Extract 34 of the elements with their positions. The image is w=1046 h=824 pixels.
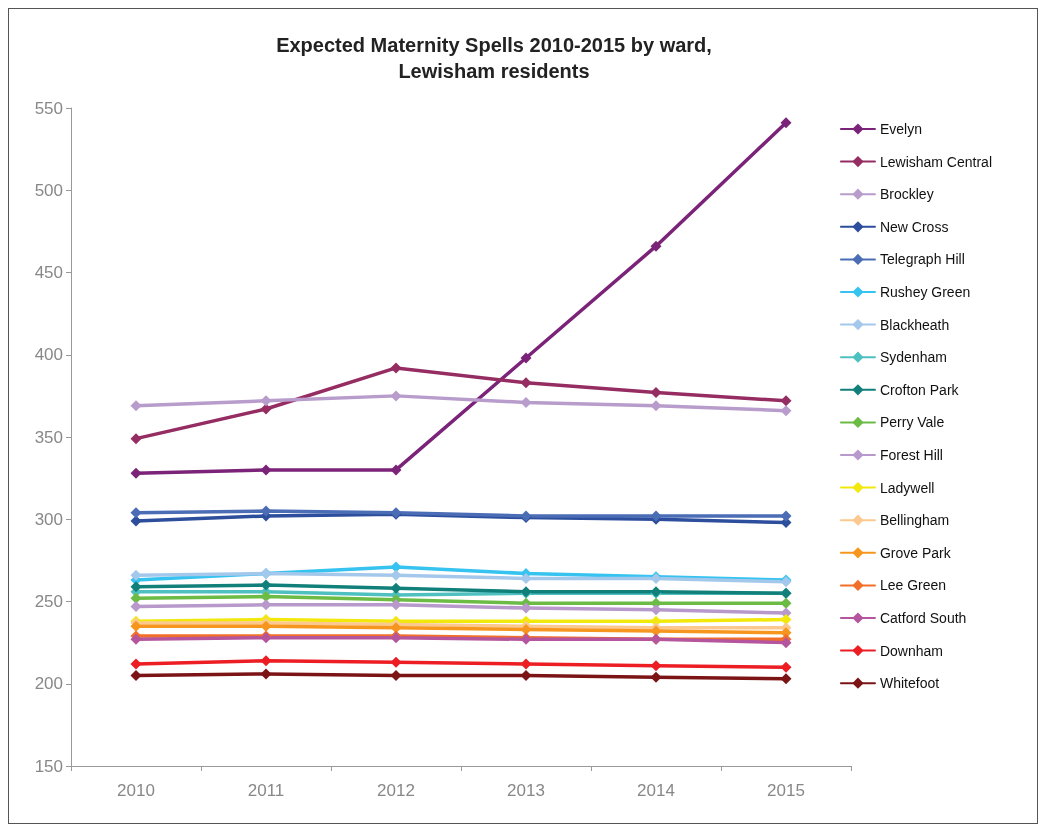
x-tick-label: 2010 [117, 781, 155, 800]
chart-title: Expected Maternity Spells 2010-2015 by ward, Lewisham residents [276, 34, 712, 82]
y-tick-label: 350 [34, 427, 63, 447]
legend-label: Whitefoot [879, 675, 940, 692]
legend-label: Telegraph Hill [879, 251, 965, 268]
legend-label: Evelyn [879, 121, 922, 137]
legend-label: Rushey Green [879, 284, 971, 300]
x-tick-label: 2013 [507, 781, 545, 800]
y-tick-label: 150 [34, 756, 63, 776]
legend-label: Ladywell [879, 479, 935, 496]
legend-label: Crofton Park [879, 381, 960, 398]
legend-label: Blackheath [879, 316, 950, 333]
legend-label: New Cross [879, 218, 949, 235]
legend-label: Forest Hill [879, 447, 943, 463]
y-tick-label: 200 [34, 674, 63, 694]
x-tick-label: 2011 [247, 781, 285, 800]
legend-label: Sydenham [879, 349, 947, 366]
y-tick-label: 550 [34, 98, 63, 118]
legend-label: Lewisham Central [879, 153, 993, 170]
x-tick-label: 2014 [637, 781, 675, 800]
legend-label: Downham [879, 642, 943, 659]
y-tick-label: 300 [34, 509, 63, 529]
y-tick-label: 250 [34, 592, 63, 611]
legend-label: Grove Park [879, 544, 952, 561]
legend-label: Brockley [879, 186, 934, 203]
y-tick-label: 450 [34, 263, 63, 282]
x-tick-label: 2015 [767, 781, 805, 800]
legend-label: Lee Green [879, 577, 947, 594]
legend-label: Perry Vale [879, 414, 945, 431]
y-tick-label: 500 [34, 180, 63, 200]
legend-label: Catford South [879, 610, 967, 626]
x-tick-label: 2012 [377, 781, 415, 800]
legend-label: Bellingham [879, 512, 950, 529]
y-tick-label: 400 [34, 345, 63, 365]
